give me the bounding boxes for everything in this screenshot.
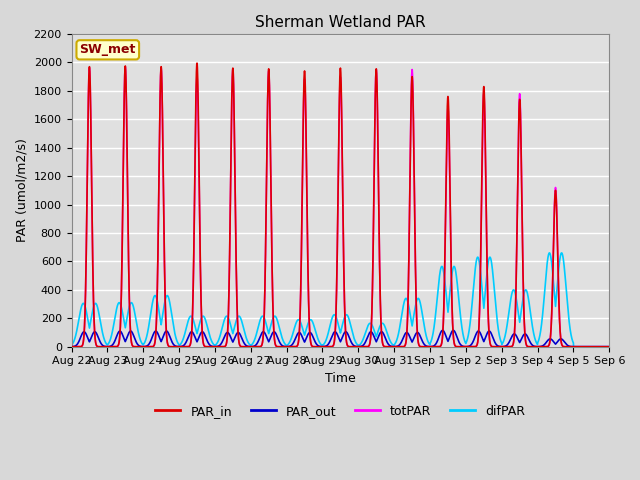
- totPAR: [415, 341, 422, 347]
- difPAR: [546, 250, 554, 256]
- PAR_out: [269, 330, 276, 336]
- PAR_in: [193, 60, 201, 66]
- PAR_out: [491, 339, 499, 345]
- difPAR: [177, 341, 185, 347]
- Line: PAR_in: PAR_in: [72, 63, 609, 347]
- X-axis label: Time: Time: [325, 372, 356, 385]
- PAR_in: [605, 344, 613, 349]
- PAR_in: [604, 344, 611, 349]
- totPAR: [570, 344, 577, 349]
- Title: Sherman Wetland PAR: Sherman Wetland PAR: [255, 15, 426, 30]
- PAR_in: [491, 344, 499, 349]
- PAR_out: [604, 344, 611, 349]
- totPAR: [122, 64, 129, 70]
- difPAR: [604, 344, 611, 349]
- totPAR: [68, 344, 76, 349]
- PAR_in: [415, 341, 422, 347]
- Y-axis label: PAR (umol/m2/s): PAR (umol/m2/s): [15, 138, 28, 242]
- PAR_in: [570, 344, 577, 349]
- PAR_out: [68, 344, 76, 349]
- PAR_out: [415, 330, 422, 336]
- PAR_in: [177, 344, 185, 349]
- difPAR: [269, 316, 276, 322]
- Text: SW_met: SW_met: [79, 43, 136, 56]
- difPAR: [182, 324, 190, 330]
- totPAR: [183, 344, 191, 349]
- totPAR: [491, 344, 499, 349]
- difPAR: [605, 344, 613, 349]
- PAR_in: [182, 344, 190, 349]
- difPAR: [491, 293, 499, 299]
- PAR_out: [182, 338, 190, 344]
- totPAR: [605, 344, 613, 349]
- Line: totPAR: totPAR: [72, 67, 609, 347]
- PAR_out: [177, 344, 185, 349]
- totPAR: [269, 303, 276, 309]
- Line: PAR_out: PAR_out: [72, 330, 609, 347]
- PAR_in: [68, 344, 76, 349]
- Legend: PAR_in, PAR_out, totPAR, difPAR: PAR_in, PAR_out, totPAR, difPAR: [150, 400, 531, 423]
- PAR_out: [605, 344, 613, 349]
- PAR_out: [439, 327, 447, 333]
- PAR_in: [269, 302, 276, 308]
- difPAR: [68, 342, 76, 348]
- totPAR: [177, 344, 185, 349]
- PAR_out: [570, 344, 577, 349]
- Line: difPAR: difPAR: [72, 253, 609, 347]
- difPAR: [415, 296, 422, 301]
- totPAR: [604, 344, 611, 349]
- difPAR: [570, 344, 577, 349]
